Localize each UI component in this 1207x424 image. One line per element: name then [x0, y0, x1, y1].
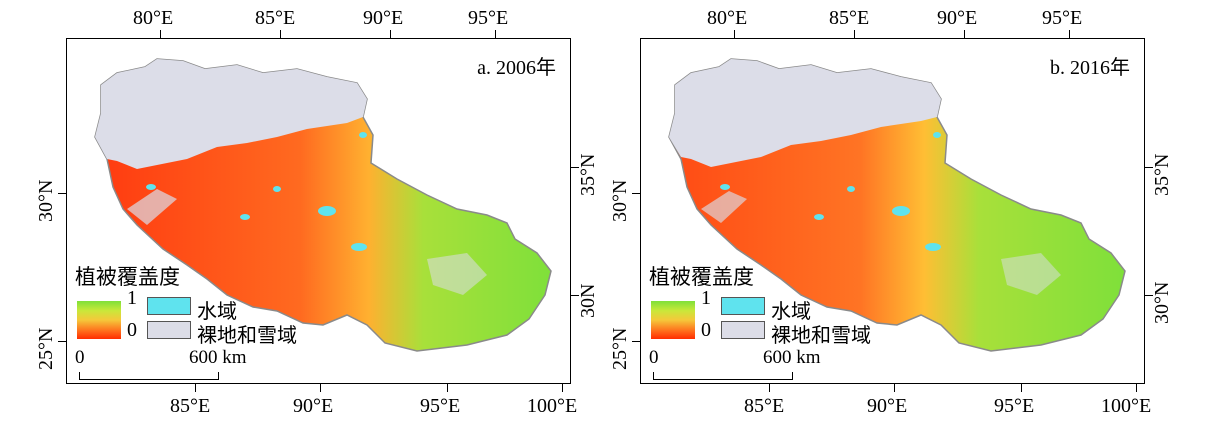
bare-snow-swatch — [721, 321, 765, 339]
scalebar — [653, 372, 793, 380]
left-tick-label: 30°N — [609, 179, 631, 222]
left-tick-label: 30°N — [35, 179, 57, 222]
right-tick-label: 35°N — [1151, 153, 1173, 196]
top-tick-label: 95°E — [1042, 7, 1083, 29]
scalebar-start: 0 — [649, 347, 659, 368]
scalebar-end: 600 km — [189, 347, 247, 368]
bottom-tick-label: 90°E — [293, 395, 334, 417]
gradient-min-label: 0 — [127, 319, 137, 341]
bottom-tick-label: 85°E — [744, 395, 785, 417]
bottom-tick-label: 85°E — [170, 395, 211, 417]
map-frame: a. 2006年 植被覆盖度 1 0 水域 裸地和雪域 0 600 km — [66, 38, 571, 384]
water-swatch — [721, 297, 765, 315]
scalebar — [79, 372, 219, 380]
gradient-min-label: 0 — [701, 319, 711, 341]
vegetation-map — [668, 58, 1126, 352]
gradient-max-label: 1 — [701, 287, 711, 309]
map-frame: b. 2016年 植被覆盖度 1 0 水域 裸地和雪域 0 600 km — [640, 38, 1145, 384]
scalebar-start: 0 — [75, 347, 85, 368]
panel-title: a. 2006年 — [477, 57, 556, 79]
bottom-tick-label: 95°E — [420, 395, 461, 417]
scalebar-end: 600 km — [763, 347, 821, 368]
panel-title: b. 2016年 — [1050, 57, 1130, 79]
bare-snow-swatch — [147, 321, 191, 339]
bare-snow-label: 裸地和雪域 — [197, 325, 297, 347]
legend-title: 植被覆盖度 — [649, 265, 754, 289]
legend-title: 植被覆盖度 — [75, 265, 180, 289]
map-panel-a: 80°E 85°E 90°E 95°E 85°E 90°E 95°E 100°E… — [35, 7, 599, 417]
water-swatch — [147, 297, 191, 315]
water-label: 水域 — [197, 301, 237, 323]
left-tick-label: 25°N — [609, 327, 631, 370]
right-tick-label: 30°N — [1151, 281, 1173, 324]
bare-snow-label: 裸地和雪域 — [771, 325, 871, 347]
vegetation-map — [94, 58, 552, 352]
gradient-max-label: 1 — [127, 287, 137, 309]
top-tick-label: 90°E — [937, 7, 978, 29]
bottom-tick-label: 90°E — [867, 395, 908, 417]
bottom-tick-label: 100°E — [527, 395, 578, 417]
vegetation-gradient-swatch — [651, 301, 695, 339]
vegetation-gradient-swatch — [77, 301, 121, 339]
map-panel-b: 80°E 85°E 90°E 95°E 85°E 90°E 95°E 100°E… — [574, 0, 1178, 424]
left-tick-label: 25°N — [35, 327, 57, 370]
bottom-tick-label: 100°E — [1101, 395, 1152, 417]
top-tick-label: 90°E — [363, 7, 404, 29]
top-tick-label: 95°E — [468, 7, 509, 29]
water-label: 水域 — [771, 301, 811, 323]
bottom-tick-label: 95°E — [994, 395, 1035, 417]
top-tick-label: 85°E — [255, 7, 296, 29]
top-tick-label: 80°E — [707, 7, 748, 29]
top-tick-label: 85°E — [829, 7, 870, 29]
top-tick-label: 80°E — [133, 7, 174, 29]
